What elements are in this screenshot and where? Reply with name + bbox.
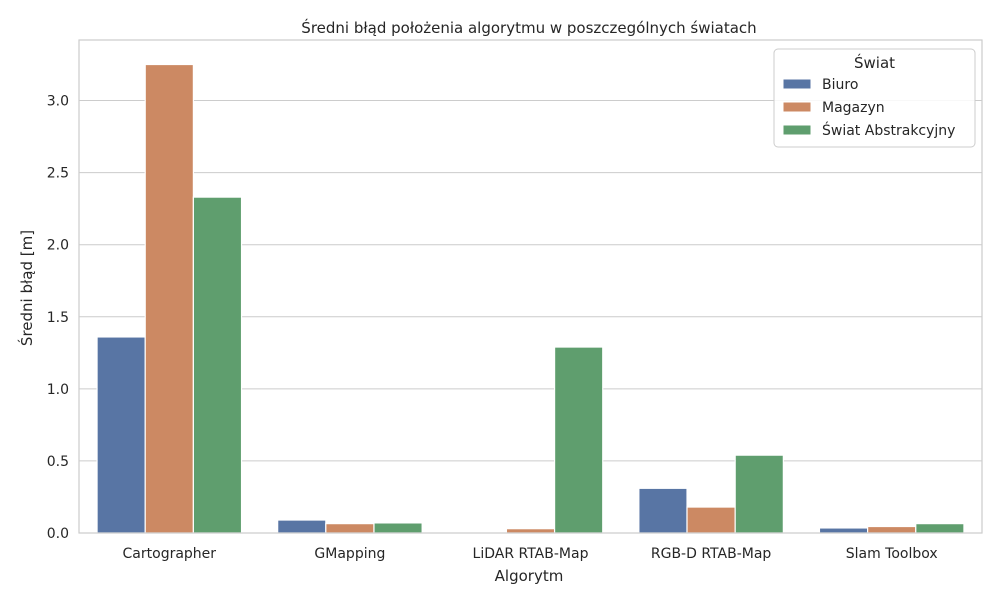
legend-label: Biuro — [822, 77, 858, 93]
legend-title: Świat — [854, 53, 895, 72]
bar — [818, 527, 869, 534]
bar — [277, 519, 327, 534]
bar — [144, 63, 194, 534]
bar — [734, 454, 784, 534]
bar — [192, 196, 243, 534]
legend: Świat Biuro Magazyn Świat Abstrakcyjny — [773, 48, 976, 148]
legend-box — [773, 48, 976, 148]
y-tick-label: 3.0 — [47, 94, 69, 110]
legend-label: Świat Abstrakcyjny — [822, 121, 955, 139]
y-tick-label: 2.5 — [47, 166, 69, 182]
y-tick-label: 0.0 — [47, 526, 69, 542]
x-tick-label: Slam Toolbox — [846, 546, 938, 562]
bar — [686, 506, 736, 534]
legend-swatch — [782, 78, 812, 90]
bar — [867, 525, 917, 534]
bar — [96, 336, 146, 534]
x-tick-label: RGB-D RTAB-Map — [651, 546, 772, 562]
legend-swatch — [782, 101, 812, 113]
bar — [638, 487, 688, 534]
chart-title: Średni błąd położenia algorytmu w poszcz… — [301, 18, 756, 37]
bars — [96, 63, 965, 534]
x-tick-label: GMapping — [314, 546, 385, 562]
y-tick-label: 0.5 — [47, 454, 69, 470]
bar — [553, 346, 604, 534]
legend-label: Magazyn — [822, 100, 885, 116]
y-tick-label: 1.5 — [47, 310, 69, 326]
bar — [915, 523, 965, 534]
y-axis-label: Średni błąd [m] — [17, 230, 36, 346]
x-tick-label: Cartographer — [123, 546, 217, 562]
y-tick-label: 2.0 — [47, 238, 69, 254]
y-tick-label: 1.0 — [47, 382, 69, 398]
x-axis-label: Algorytm — [495, 567, 564, 585]
bar — [505, 528, 556, 534]
plot-frame — [78, 39, 983, 534]
bar — [325, 523, 375, 534]
legend-swatch — [782, 124, 812, 136]
x-tick-label: LiDAR RTAB-Map — [473, 546, 589, 562]
axes: 0.0 0.5 1.0 1.5 2.0 2.5 3.0 Cartographer GMappin… — [47, 39, 983, 562]
bar — [373, 522, 423, 534]
